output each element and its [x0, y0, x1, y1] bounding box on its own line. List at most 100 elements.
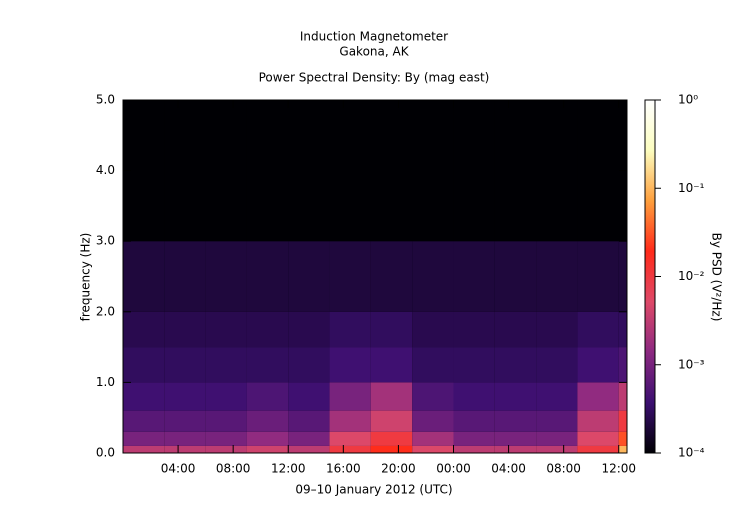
heatmap-cell: [123, 431, 165, 446]
colorbar-tick-label: 10⁻²: [678, 269, 705, 283]
heatmap-cell: [288, 241, 330, 312]
heatmap-cell: [164, 382, 206, 411]
heatmap-cell: [577, 382, 619, 411]
heatmap-cell: [370, 431, 413, 446]
heatmap-cell: [536, 431, 578, 446]
colorbar-tick-label: 10⁻³: [678, 357, 705, 371]
heatmap-cell: [577, 347, 619, 383]
plot-frame: [122, 99, 628, 454]
colorbar: [645, 100, 655, 453]
heatmap-cell: [164, 410, 206, 432]
x-tick-label: 08:00: [216, 462, 251, 476]
heatmap-cell: [164, 347, 206, 383]
plot-title: Power Spectral Density: By (mag east): [259, 71, 490, 85]
heatmap-cell: [577, 410, 619, 432]
heatmap-cell: [536, 241, 578, 312]
heatmap-cell: [370, 382, 413, 411]
heatmap-cell: [494, 311, 537, 348]
heatmap-cell: [246, 100, 289, 242]
heatmap-cell: [123, 382, 165, 411]
y-tick-label: 1.0: [96, 375, 115, 389]
heatmap-cell: [370, 311, 413, 348]
heatmap-cell: [453, 431, 495, 446]
colorbar-label: By PSD (V²/Hz): [710, 233, 724, 322]
colorbar-tick-label: 10⁻⁴: [678, 446, 705, 460]
heatmap-cell: [205, 347, 247, 383]
heatmap-cell: [494, 410, 537, 432]
x-tick-label: 08:00: [546, 462, 581, 476]
heatmap-cell: [164, 241, 206, 312]
heatmap-cell: [370, 347, 413, 383]
heatmap-cell: [164, 100, 206, 242]
heatmap-cell: [205, 445, 247, 453]
heatmap-cell: [123, 347, 165, 383]
heatmap-cell: [123, 445, 165, 453]
heatmap-cell: [164, 311, 206, 348]
heatmap-cell: [329, 100, 371, 242]
heatmap-cell: [412, 347, 454, 383]
heatmap-cell: [329, 311, 371, 348]
heatmap-cell: [246, 347, 289, 383]
colorbar-tick-label: 10⁻¹: [678, 181, 705, 195]
x-tick-label: 20:00: [381, 462, 416, 476]
heatmap-cell: [370, 241, 413, 312]
heatmap-cell: [123, 311, 165, 348]
heatmap-cell: [205, 311, 247, 348]
x-tick-label: 16:00: [326, 462, 361, 476]
heatmap-cell: [329, 347, 371, 383]
heatmap-cell: [453, 100, 495, 242]
heatmap-cell: [536, 445, 578, 453]
x-tick-label: 04:00: [491, 462, 526, 476]
heatmap-cell: [536, 382, 578, 411]
x-axis-label: 09–10 January 2012 (UTC): [295, 483, 452, 497]
heatmap-cell: [453, 410, 495, 432]
heatmap-cell: [577, 100, 619, 242]
heatmap-cell: [205, 410, 247, 432]
heatmap-cell: [494, 382, 537, 411]
heatmap-cell: [288, 445, 330, 453]
heatmap-cell: [246, 382, 289, 411]
heatmap-cell: [536, 100, 578, 242]
heatmap-cell: [453, 445, 495, 453]
heatmap-cell: [494, 100, 537, 242]
heatmap-cell: [536, 410, 578, 432]
y-tick-label: 3.0: [96, 234, 115, 248]
heatmap-cell: [494, 445, 537, 453]
heatmap-cell: [246, 241, 289, 312]
heatmap-cell: [618, 410, 627, 432]
heatmap-cell: [205, 241, 247, 312]
heatmap-cell: [618, 382, 627, 411]
y-axis-label: frequency (Hz): [79, 233, 93, 322]
heatmap-cell: [577, 445, 619, 453]
heatmap-cell: [412, 311, 454, 348]
heatmap-cell: [412, 382, 454, 411]
heatmap-cell: [453, 382, 495, 411]
heatmap-cell: [329, 445, 371, 453]
heatmap-cell: [412, 410, 454, 432]
heatmap-cell: [288, 100, 330, 242]
y-tick-label: 4.0: [96, 163, 115, 177]
heatmap-cell: [205, 100, 247, 242]
heatmap-cell: [453, 241, 495, 312]
y-tick-label: 2.0: [96, 304, 115, 318]
heatmap-cell: [288, 410, 330, 432]
y-tick-label: 0.0: [96, 446, 115, 460]
heatmap-cell: [618, 431, 627, 446]
heatmap-cell: [412, 431, 454, 446]
heatmap-cell: [577, 311, 619, 348]
x-tick-label: 04:00: [161, 462, 196, 476]
x-tick-label: 00:00: [436, 462, 471, 476]
heatmap-cell: [370, 100, 413, 242]
heatmap-cell: [412, 445, 454, 453]
heatmap-cell: [123, 410, 165, 432]
heatmap-cell: [494, 431, 537, 446]
heatmap-cell: [288, 347, 330, 383]
heatmap-cell: [453, 311, 495, 348]
heatmap-cell: [577, 431, 619, 446]
heatmap-cell: [618, 311, 627, 348]
heatmap-cell: [123, 241, 165, 312]
heatmap-cell: [577, 241, 619, 312]
heatmap-cell: [205, 431, 247, 446]
heatmap-cell: [329, 241, 371, 312]
